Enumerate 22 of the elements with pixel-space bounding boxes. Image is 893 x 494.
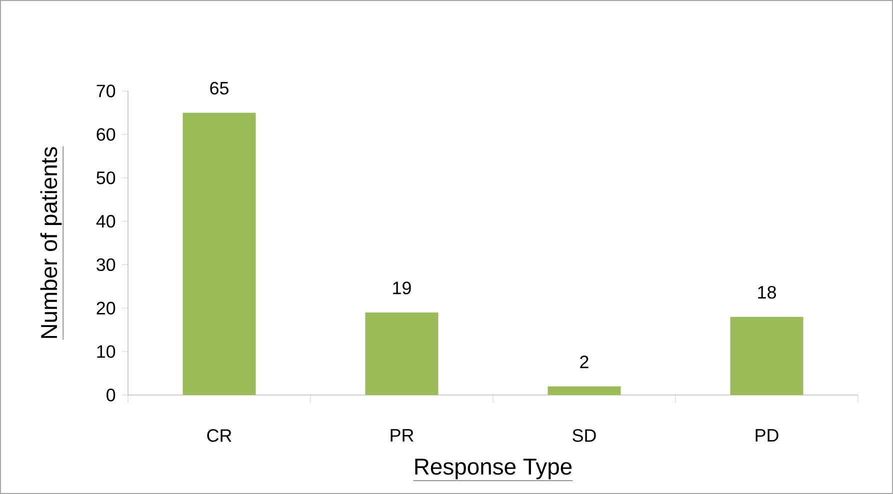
data-label: 65 bbox=[210, 82, 228, 95]
x-tick-label: CR bbox=[207, 429, 232, 442]
data-label: 18 bbox=[758, 286, 776, 299]
x-tick-label: PR bbox=[390, 429, 414, 442]
y-tick-label: 70 bbox=[96, 84, 116, 98]
y-tick-label: 20 bbox=[96, 302, 116, 314]
data-label: 2 bbox=[580, 356, 588, 368]
x-tick-label: PD bbox=[756, 429, 778, 442]
y-tick-label: 0 bbox=[106, 388, 116, 402]
y-tick-label: 60 bbox=[96, 128, 116, 141]
y-tick-label: 30 bbox=[96, 258, 116, 272]
data-label: 19 bbox=[393, 282, 411, 294]
bar bbox=[365, 312, 438, 395]
bar bbox=[730, 316, 804, 395]
x-tick-label: SD bbox=[572, 429, 596, 442]
bar bbox=[548, 386, 621, 395]
x-axis-title: Response Type bbox=[415, 458, 572, 480]
y-axis-title: Number of patients bbox=[40, 147, 62, 338]
y-tick-label: 40 bbox=[96, 214, 116, 228]
bar bbox=[182, 112, 256, 395]
y-tick-label: 10 bbox=[97, 345, 116, 358]
y-tick-label: 50 bbox=[96, 171, 116, 184]
